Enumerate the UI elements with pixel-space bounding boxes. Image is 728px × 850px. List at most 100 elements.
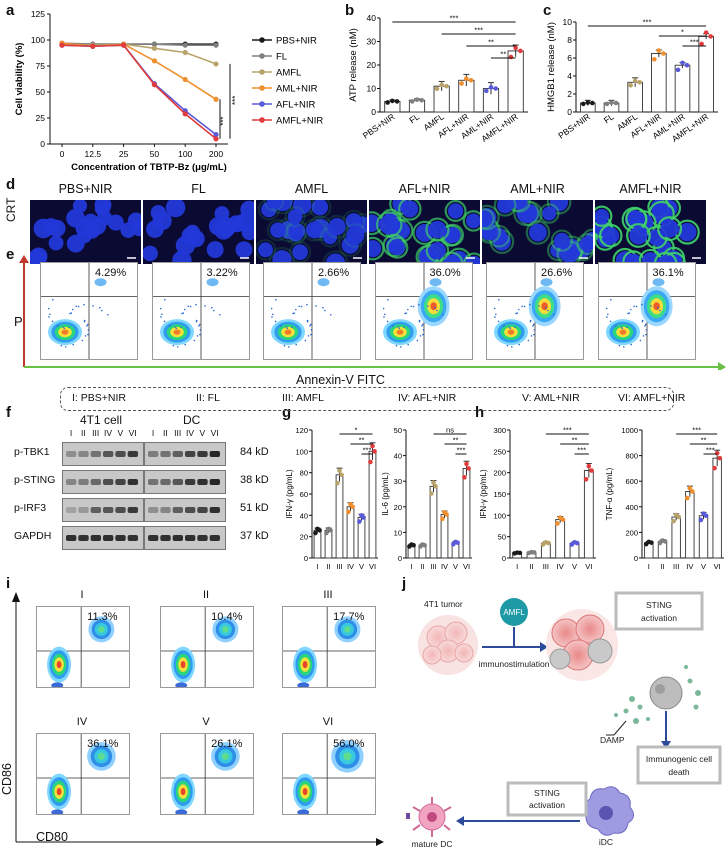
nucleus (528, 223, 547, 242)
series-point (151, 41, 157, 47)
y-tick-label: 600 (625, 477, 638, 486)
data-point (462, 475, 467, 480)
mature-dc-label: mature DC (411, 839, 452, 847)
event-dot (391, 325, 394, 327)
bar (462, 467, 471, 559)
event-dot (498, 298, 500, 301)
flow-plot: 26.1% (160, 733, 254, 816)
event-dot (47, 307, 50, 310)
series-point (90, 43, 96, 49)
protein-band (197, 451, 208, 457)
crt-signal (550, 229, 574, 252)
event-dot (315, 305, 317, 307)
event-dot (304, 339, 307, 342)
flow-plot: 56.0% (282, 733, 376, 816)
y-axis-title: IFN-γ (pg/mL) (479, 469, 488, 519)
panel-label-c: c (543, 2, 552, 19)
cd86-axis-label: CD86 (0, 763, 14, 795)
protein-band (160, 451, 171, 457)
event-dot (527, 339, 530, 342)
sig-label: *** (231, 96, 240, 105)
event-dot (176, 346, 179, 348)
event-dot (293, 312, 296, 314)
density-contour (97, 752, 105, 760)
series-point (151, 58, 157, 64)
legend-marker (259, 101, 265, 107)
x-tick-label: I (648, 562, 650, 571)
event-dot (77, 305, 80, 308)
crt-micrograph (143, 200, 254, 264)
nucleus (235, 241, 253, 259)
y-tick-label: 20 (300, 533, 308, 542)
panel-label-g: g (282, 404, 292, 421)
nucleus (602, 227, 620, 245)
icd-label-b: death (668, 767, 690, 777)
flow-plot: 36.0% (374, 262, 473, 360)
event-dot (422, 329, 424, 331)
wb-title-4t1: 4T1 cell (80, 413, 123, 427)
panel-label-f: f (6, 404, 11, 421)
protein-band (78, 535, 89, 541)
protein-band (185, 451, 196, 457)
protein-band (103, 507, 114, 513)
nucleus (266, 200, 281, 209)
y-axis-title: ATP release (nM) (348, 28, 359, 102)
density-contour (284, 329, 292, 335)
series-line-4 (61, 44, 217, 136)
series-line-2 (61, 43, 217, 65)
crt-micrograph (482, 200, 593, 264)
nucleus (628, 210, 645, 227)
legend-marker (259, 37, 265, 43)
series-point (182, 76, 188, 83)
group-legend-item: II: FL (196, 392, 220, 404)
density-contour (180, 788, 186, 796)
event-dot (532, 325, 534, 327)
data-point (574, 540, 580, 546)
event-dot (274, 320, 277, 323)
event-dot (421, 323, 424, 326)
y-tick-label: 10 (367, 84, 377, 94)
flow-plot: 26.6% (486, 262, 584, 360)
density-contour (61, 329, 69, 335)
data-point (589, 468, 594, 473)
y-tick-label: 100 (493, 511, 506, 520)
y-tick-label: 200 (493, 469, 506, 478)
event-dot (70, 312, 73, 314)
event-dot (180, 312, 183, 315)
series-point (59, 42, 65, 48)
event-dot (212, 309, 215, 312)
icd-label: Immunogenic cell (646, 754, 712, 764)
sig-label: * (355, 426, 358, 435)
protein-band (103, 479, 114, 485)
y-tick-label: 40 (367, 13, 377, 23)
density-contour (175, 682, 188, 689)
event-dot (62, 326, 64, 328)
event-dot (619, 326, 622, 328)
event-dot (497, 320, 500, 323)
data-point (513, 45, 518, 51)
legend-label: PBS+NIR (276, 36, 317, 47)
y-tick-label: 0 (398, 554, 402, 563)
sting-activation-label-1b: activation (641, 613, 677, 623)
legend-label: FL (276, 52, 287, 63)
x-tick-label: VI (369, 562, 376, 571)
y-tick-label: 0 (502, 554, 506, 563)
density-contour (94, 278, 107, 287)
event-dot (435, 309, 438, 312)
x-tick-label: PBS+NIR (556, 111, 592, 140)
data-point (385, 100, 390, 105)
event-dot (203, 305, 206, 307)
tumor-cluster-icon (418, 615, 478, 675)
event-dot (433, 306, 436, 309)
event-dot (421, 333, 424, 336)
data-point (313, 530, 318, 536)
nucleus (346, 226, 365, 245)
y-tick-label: 75 (36, 61, 46, 71)
lane-label: V (117, 428, 124, 438)
crt-row-label: CRT (4, 197, 18, 222)
y-tick-label: 100 (295, 447, 308, 456)
data-point (508, 54, 514, 60)
data-point (684, 62, 690, 68)
density-contour (297, 809, 310, 816)
